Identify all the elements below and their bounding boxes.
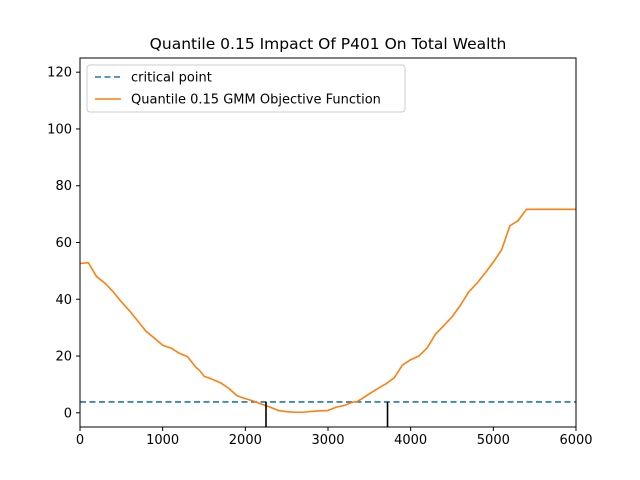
x-axis: 0 1000 2000 3000 4000 5000 6000 — [76, 427, 593, 448]
legend: critical point Quantile 0.15 GMM Objectiv… — [86, 64, 406, 113]
y-tick-label: 100 — [47, 122, 72, 137]
x-tick-label: 5000 — [477, 433, 510, 448]
legend-box — [86, 64, 406, 113]
x-tick-label: 1000 — [146, 433, 179, 448]
chart-title: Quantile 0.15 Impact Of P401 On Total We… — [150, 35, 507, 53]
y-tick-label: 60 — [55, 236, 72, 251]
x-tick-label: 3000 — [311, 433, 344, 448]
series-objective-function-line — [80, 208, 576, 414]
x-tick-label: 2000 — [229, 433, 262, 448]
x-tick-label: 0 — [76, 433, 84, 448]
y-tick-label: 120 — [47, 66, 72, 81]
legend-entry-label: Quantile 0.15 GMM Objective Function — [131, 93, 381, 108]
x-tick-label: 6000 — [559, 433, 592, 448]
y-tick-label: 20 — [55, 350, 72, 365]
legend-entry-label: critical point — [131, 71, 212, 86]
x-tick-label: 4000 — [394, 433, 427, 448]
y-tick-label: 0 — [64, 406, 72, 421]
y-axis: 0 20 40 60 80 100 120 — [47, 66, 80, 421]
y-tick-label: 40 — [55, 293, 72, 308]
y-tick-label: 80 — [55, 179, 72, 194]
